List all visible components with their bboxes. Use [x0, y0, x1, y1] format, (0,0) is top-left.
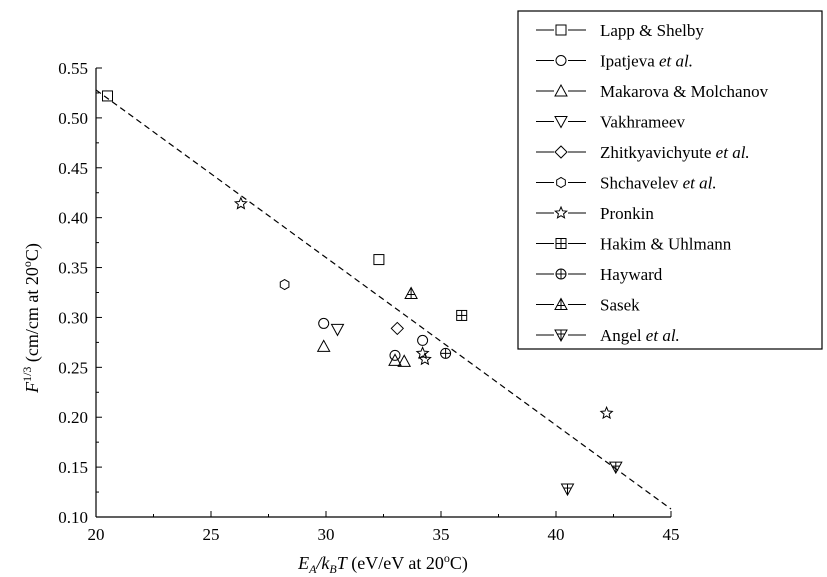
- data-point: [456, 309, 468, 321]
- legend-label: Lapp & Shelby: [600, 21, 704, 40]
- legend-label: Makarova & Molchanov: [600, 82, 769, 101]
- data-point: [608, 461, 623, 475]
- y-tick-label: 0.50: [58, 109, 88, 128]
- x-tick-label: 20: [88, 525, 105, 544]
- data-point: [560, 483, 575, 497]
- legend-label-suffix: et al.: [642, 326, 680, 345]
- legend-label-name: Zhitkyavichyute: [600, 143, 711, 162]
- y-tick-label: 0.10: [58, 508, 88, 527]
- x-tick-label: 45: [663, 525, 680, 544]
- axis-labels: EA/kBT (eV/eV at 20oC) F1/3 (cm/cm at 20…: [20, 243, 468, 576]
- x-axis-label: EA/kBT (eV/eV at 20oC): [297, 551, 468, 576]
- legend-marker: [554, 329, 568, 343]
- y-tick-label: 0.55: [58, 59, 88, 78]
- legend-label-suffix: et al.: [678, 174, 716, 193]
- dashed-fit-line: [95, 89, 672, 510]
- legend-label-name: Sasek: [600, 296, 640, 315]
- legend-item: Zhitkyavichyute et al.: [536, 143, 750, 162]
- legend-marker: [555, 268, 567, 280]
- legend-item: Angel et al.: [536, 326, 680, 345]
- legend-label: Vakhrameev: [600, 113, 685, 132]
- legend-label-name: Makarova & Molchanov: [600, 82, 769, 101]
- x-tick-label: 40: [548, 525, 565, 544]
- legend-label-name: Hayward: [600, 265, 663, 284]
- x-tick-label: 30: [318, 525, 335, 544]
- y-tick-label: 0.45: [58, 159, 88, 178]
- data-point: [373, 254, 385, 266]
- legend-label: Zhitkyavichyute et al.: [600, 143, 750, 162]
- legend-label-name: Shchavelev: [600, 174, 679, 193]
- fit-line: [95, 89, 672, 510]
- data-point: [415, 346, 430, 360]
- legend-label: Hayward: [600, 265, 663, 284]
- data-point: [318, 317, 330, 329]
- legend-label: Sasek: [600, 296, 640, 315]
- legend-item: Pronkin: [536, 204, 654, 223]
- data-point: [330, 323, 345, 337]
- x-tick-label: 35: [433, 525, 450, 544]
- axis-ticks: 20 25 30 35 40 45 0.10 0.15 0.20 0.25 0.30 0.35 0.40…: [58, 59, 679, 544]
- data-point: [388, 353, 402, 366]
- legend-marker: [554, 205, 568, 219]
- y-tick-label: 0.40: [58, 209, 88, 228]
- y-tick-label: 0.15: [58, 458, 88, 477]
- legend-marker: [554, 297, 568, 310]
- legend-item: Ipatjeva et al.: [536, 52, 693, 71]
- legend-label-name: Angel: [600, 326, 642, 345]
- y-tick-label: 0.30: [58, 308, 88, 327]
- legend-marker: [555, 55, 567, 66]
- y-tick-label: 0.35: [58, 259, 88, 278]
- data-point: [102, 90, 113, 102]
- data-points: [102, 90, 623, 497]
- legend-marker: [554, 116, 568, 129]
- data-point: [279, 278, 290, 291]
- legend-marker: [556, 176, 566, 189]
- legend-item: Hayward: [536, 265, 663, 284]
- data-point: [599, 405, 614, 420]
- legend-label-suffix: et al.: [711, 143, 749, 162]
- legend-label-name: Hakim & Uhlmann: [600, 235, 732, 254]
- legend-label: Angel et al.: [600, 326, 680, 345]
- legend-marker: [554, 145, 568, 159]
- legend-label: Hakim & Uhlmann: [600, 235, 732, 254]
- data-point: [404, 286, 418, 299]
- legend: Lapp & Shelby Ipatjeva et al. Makarova & M…: [517, 10, 823, 350]
- y-tick-label: 0.20: [58, 408, 88, 427]
- data-point: [389, 349, 401, 361]
- data-point: [440, 347, 452, 359]
- data-point: [390, 321, 405, 336]
- legend-box: [517, 10, 823, 350]
- legend-label: Ipatjeva et al.: [600, 52, 693, 71]
- data-point: [316, 339, 331, 352]
- legend-item: Hakim & Uhlmann: [536, 235, 732, 254]
- legend-label-name: Pronkin: [600, 204, 654, 223]
- y-tick-label: 0.25: [58, 358, 88, 377]
- legend-item: Sasek: [536, 296, 640, 315]
- legend-label-name: Ipatjeva: [600, 52, 655, 71]
- legend-item: Vakhrameev: [536, 113, 685, 132]
- legend-marker: [555, 24, 567, 36]
- x-tick-label: 25: [203, 525, 220, 544]
- legend-item: Makarova & Molchanov: [536, 82, 769, 101]
- legend-item: Lapp & Shelby: [536, 21, 704, 40]
- legend-label: Shchavelev et al.: [600, 174, 717, 193]
- legend-label-suffix: et al.: [655, 52, 693, 71]
- y-axis-label: F1/3 (cm/cm at 20oC): [20, 243, 43, 394]
- legend-item: Shchavelev et al.: [536, 174, 717, 193]
- data-point: [397, 354, 412, 367]
- data-point: [417, 334, 429, 346]
- legend-marker: [555, 238, 567, 249]
- legend-label-name: Vakhrameev: [600, 113, 685, 132]
- legend-label-name: Lapp & Shelby: [600, 21, 704, 40]
- data-point: [233, 196, 248, 210]
- legend-label: Pronkin: [600, 204, 654, 223]
- legend-marker: [554, 83, 568, 97]
